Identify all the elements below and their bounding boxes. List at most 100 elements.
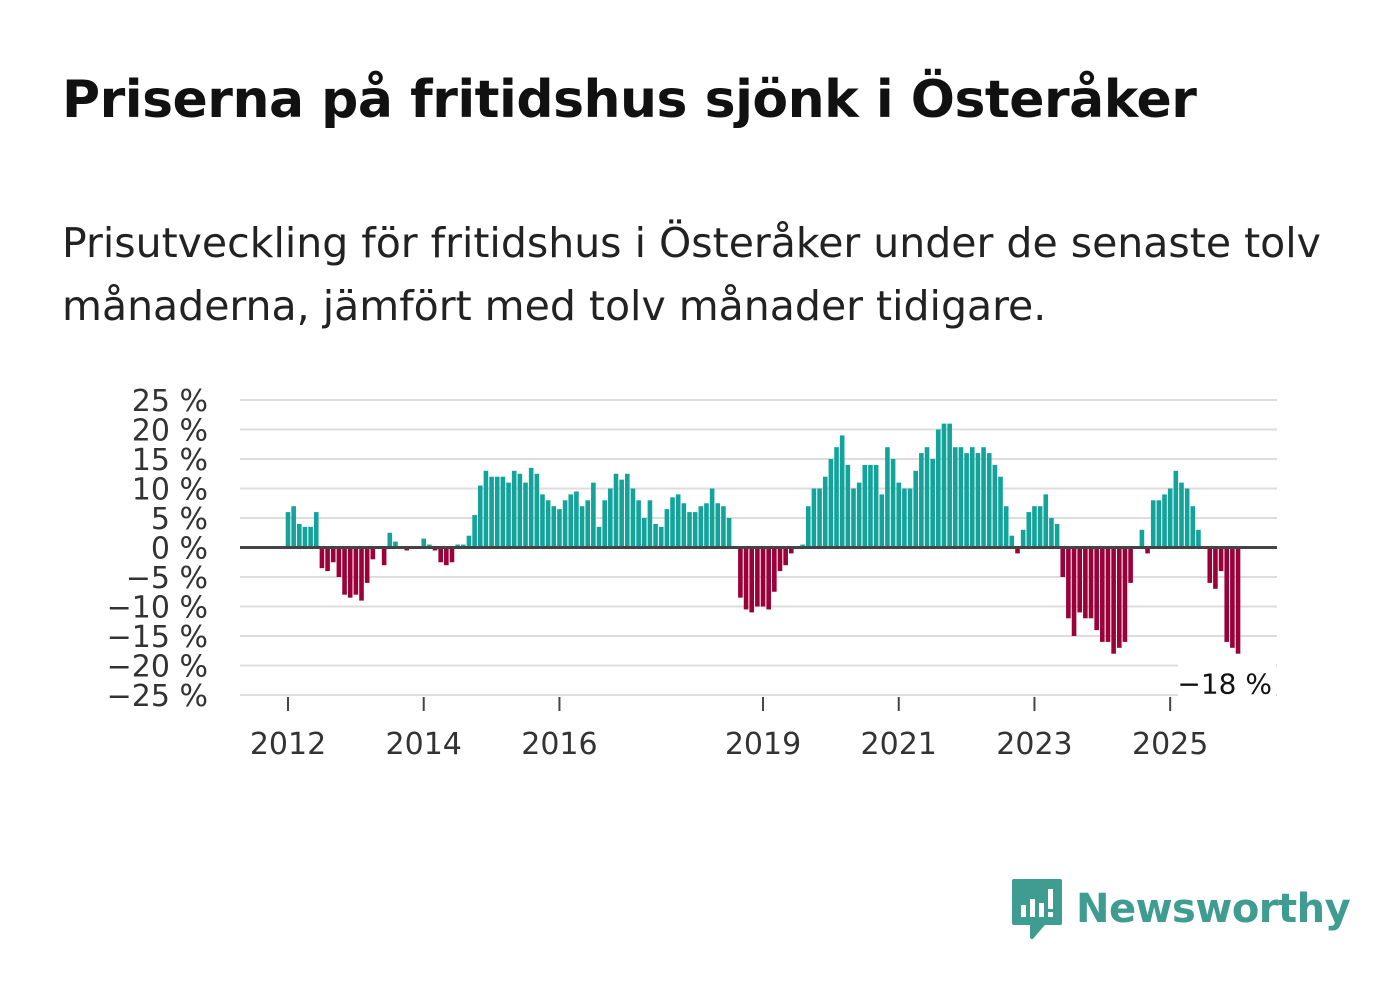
x-tick-label: 2014 <box>386 727 462 762</box>
bar <box>636 500 641 548</box>
bar <box>783 547 788 566</box>
bar <box>670 497 675 548</box>
bar <box>1179 482 1184 548</box>
bar <box>947 423 952 548</box>
bar <box>760 547 766 607</box>
bar <box>1196 529 1201 548</box>
bar <box>1235 547 1241 654</box>
bar <box>1122 547 1128 642</box>
bar <box>613 473 619 548</box>
bar <box>285 512 291 548</box>
bar <box>393 541 398 548</box>
bar <box>438 547 443 563</box>
bar <box>466 535 472 548</box>
bar <box>1088 547 1094 619</box>
bar <box>856 482 862 548</box>
bar <box>958 447 964 548</box>
grid-lines <box>240 399 1277 696</box>
bar <box>472 515 477 548</box>
bar <box>817 488 822 548</box>
bar <box>517 473 523 548</box>
bar <box>1100 547 1105 642</box>
bar <box>1020 529 1026 548</box>
bar <box>370 547 376 560</box>
bar <box>489 476 494 548</box>
bar <box>1173 470 1179 548</box>
bar <box>981 447 986 548</box>
y-tick-label: −10 % <box>107 591 208 626</box>
bar <box>743 547 749 610</box>
y-tick-label: −25 % <box>107 679 208 714</box>
bar <box>540 494 545 548</box>
bar <box>449 547 455 563</box>
bar <box>664 509 670 548</box>
bar <box>1049 518 1054 548</box>
bar <box>641 518 647 548</box>
bar <box>291 506 296 548</box>
bar <box>936 429 941 548</box>
bar <box>1037 506 1043 548</box>
bars <box>285 423 1241 654</box>
bar <box>805 506 811 548</box>
y-tick-label: −15 % <box>107 620 208 655</box>
bar <box>387 532 393 548</box>
bar <box>1230 547 1235 648</box>
bar <box>511 470 517 548</box>
bar <box>506 482 511 548</box>
x-tick-label: 2019 <box>725 727 801 762</box>
bar <box>828 459 834 548</box>
bar <box>1150 500 1156 548</box>
bar <box>1139 529 1145 548</box>
bar <box>568 494 574 548</box>
bar <box>839 435 845 548</box>
bar <box>675 494 681 548</box>
bar <box>647 500 653 548</box>
bar <box>1218 547 1224 572</box>
bar <box>941 423 947 548</box>
bar <box>444 547 449 566</box>
bar <box>766 547 771 610</box>
bar <box>992 464 998 548</box>
bar <box>975 453 981 548</box>
y-tick-label: 5 % <box>151 502 208 537</box>
y-tick-label: 20 % <box>132 414 208 449</box>
bar <box>557 509 562 548</box>
bar <box>325 547 330 572</box>
bar <box>1071 547 1077 636</box>
bar <box>811 488 817 548</box>
bar <box>1015 547 1020 554</box>
bar <box>924 447 930 548</box>
bar <box>998 476 1003 548</box>
bar <box>1128 547 1133 583</box>
bar <box>1054 523 1060 548</box>
bar <box>1060 547 1066 577</box>
bar <box>551 506 557 548</box>
chart-subtitle: Prisutveckling för fritidshus i Österåke… <box>62 219 1321 330</box>
bar <box>545 500 551 548</box>
bar <box>653 523 658 548</box>
bar <box>907 488 913 548</box>
bar <box>986 453 992 548</box>
chart-title: Priserna på fritidshus sjönk i Österåker <box>62 70 1197 130</box>
annotation-label: −18 % <box>1177 668 1272 701</box>
y-tick-label: 0 % <box>151 532 208 567</box>
bar <box>364 547 370 583</box>
bar <box>602 500 607 548</box>
annotation-background <box>1178 663 1276 704</box>
bar <box>1145 547 1150 554</box>
bar <box>1116 547 1122 648</box>
bar <box>308 526 313 548</box>
bar <box>1066 547 1071 619</box>
bar <box>834 447 839 548</box>
bar <box>1105 547 1111 642</box>
bar <box>534 473 540 548</box>
bar <box>964 453 969 548</box>
y-tick-label: 15 % <box>132 443 208 478</box>
y-tick-label: 25 % <box>132 384 208 419</box>
bar <box>1026 512 1032 548</box>
bar <box>692 512 698 548</box>
y-tick-label: 10 % <box>132 473 208 508</box>
bar <box>1083 547 1088 619</box>
bar <box>625 473 630 548</box>
